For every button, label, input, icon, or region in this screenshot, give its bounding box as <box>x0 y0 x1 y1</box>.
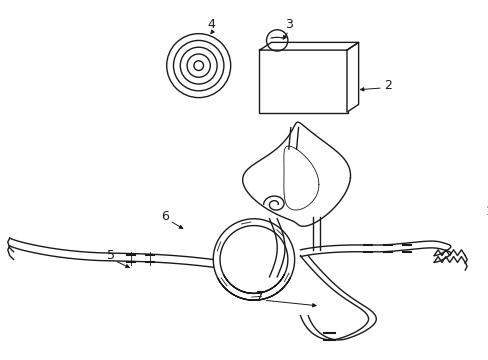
Circle shape <box>266 30 287 51</box>
Text: 2: 2 <box>383 78 391 91</box>
Text: 5: 5 <box>107 249 115 262</box>
Text: 7: 7 <box>255 290 263 303</box>
Polygon shape <box>259 42 358 50</box>
Text: 3: 3 <box>285 18 292 31</box>
Polygon shape <box>346 42 358 112</box>
Text: 1: 1 <box>485 204 488 217</box>
Text: 6: 6 <box>161 210 168 223</box>
Text: 4: 4 <box>207 18 215 31</box>
FancyBboxPatch shape <box>258 49 347 113</box>
